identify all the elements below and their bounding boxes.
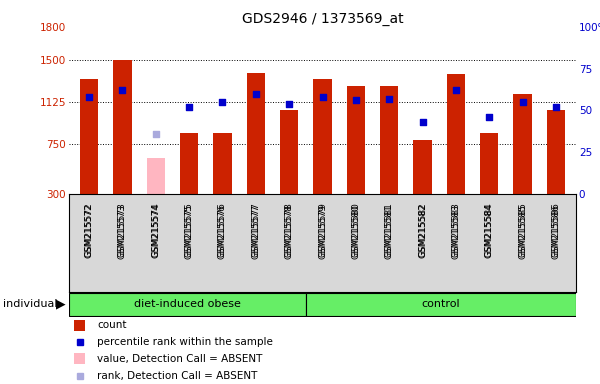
Point <box>518 99 527 105</box>
Text: GSM215579: GSM215579 <box>318 204 327 258</box>
Bar <box>74 353 85 364</box>
FancyBboxPatch shape <box>306 293 576 316</box>
Text: value, Detection Call = ABSENT: value, Detection Call = ABSENT <box>97 354 262 364</box>
Text: percentile rank within the sample: percentile rank within the sample <box>97 337 273 347</box>
Bar <box>74 320 85 331</box>
Point <box>218 99 227 105</box>
Point <box>385 96 394 102</box>
Text: GSM215585: GSM215585 <box>518 202 527 257</box>
Text: GSM215582: GSM215582 <box>418 202 427 257</box>
Text: GSM215580: GSM215580 <box>352 204 361 258</box>
Text: GSM215574: GSM215574 <box>151 204 160 258</box>
Text: GSM215579: GSM215579 <box>318 202 327 257</box>
Text: GSM215585: GSM215585 <box>518 204 527 258</box>
Bar <box>413 141 432 194</box>
Point <box>84 94 94 100</box>
Point <box>484 114 494 120</box>
Text: GSM215580: GSM215580 <box>352 202 361 257</box>
Text: diet-induced obese: diet-induced obese <box>134 299 241 310</box>
Point <box>118 87 127 93</box>
Text: GSM215584: GSM215584 <box>485 204 494 258</box>
Text: GSM215572: GSM215572 <box>85 204 94 258</box>
Point <box>551 104 561 110</box>
Bar <box>180 133 198 194</box>
Point <box>418 119 427 125</box>
Bar <box>146 158 165 194</box>
Point <box>151 131 161 137</box>
Bar <box>514 94 532 194</box>
Text: GSM215577: GSM215577 <box>251 204 260 258</box>
Text: GSM215583: GSM215583 <box>451 204 460 258</box>
Bar <box>280 111 298 194</box>
Text: individual: individual <box>3 299 58 310</box>
Text: GSM215574: GSM215574 <box>151 202 160 257</box>
Text: GSM215576: GSM215576 <box>218 202 227 257</box>
Text: GSM215575: GSM215575 <box>185 202 194 257</box>
Point <box>184 104 194 110</box>
Bar <box>380 86 398 194</box>
Bar <box>347 86 365 194</box>
Text: GSM215576: GSM215576 <box>218 204 227 258</box>
Point <box>351 97 361 103</box>
Bar <box>547 111 565 194</box>
Bar <box>213 133 232 194</box>
Point <box>451 87 461 93</box>
Bar <box>113 60 131 194</box>
Bar <box>480 133 499 194</box>
Text: GSM215573: GSM215573 <box>118 204 127 258</box>
Point <box>251 91 260 97</box>
Bar <box>447 74 465 194</box>
Text: GSM215578: GSM215578 <box>284 204 293 258</box>
Point <box>284 101 294 107</box>
Bar <box>247 73 265 194</box>
Bar <box>80 79 98 194</box>
Text: GSM215584: GSM215584 <box>485 202 494 257</box>
Point <box>318 94 328 100</box>
Text: GSM215583: GSM215583 <box>451 202 460 257</box>
Text: GSM215575: GSM215575 <box>185 204 194 258</box>
Text: count: count <box>97 320 127 330</box>
Text: ▶: ▶ <box>56 298 66 311</box>
Text: GSM215586: GSM215586 <box>551 202 560 257</box>
Text: GSM215578: GSM215578 <box>284 202 293 257</box>
Text: GSM215582: GSM215582 <box>418 204 427 258</box>
Text: rank, Detection Call = ABSENT: rank, Detection Call = ABSENT <box>97 371 257 381</box>
Text: GSM215577: GSM215577 <box>251 202 260 257</box>
FancyBboxPatch shape <box>69 293 306 316</box>
Text: GSM215573: GSM215573 <box>118 202 127 257</box>
Bar <box>313 79 332 194</box>
Text: GSM215581: GSM215581 <box>385 202 394 257</box>
Text: GSM215586: GSM215586 <box>551 204 560 258</box>
Text: control: control <box>422 299 460 310</box>
Title: GDS2946 / 1373569_at: GDS2946 / 1373569_at <box>242 12 403 26</box>
Text: GSM215572: GSM215572 <box>85 202 94 257</box>
Text: GSM215581: GSM215581 <box>385 204 394 258</box>
